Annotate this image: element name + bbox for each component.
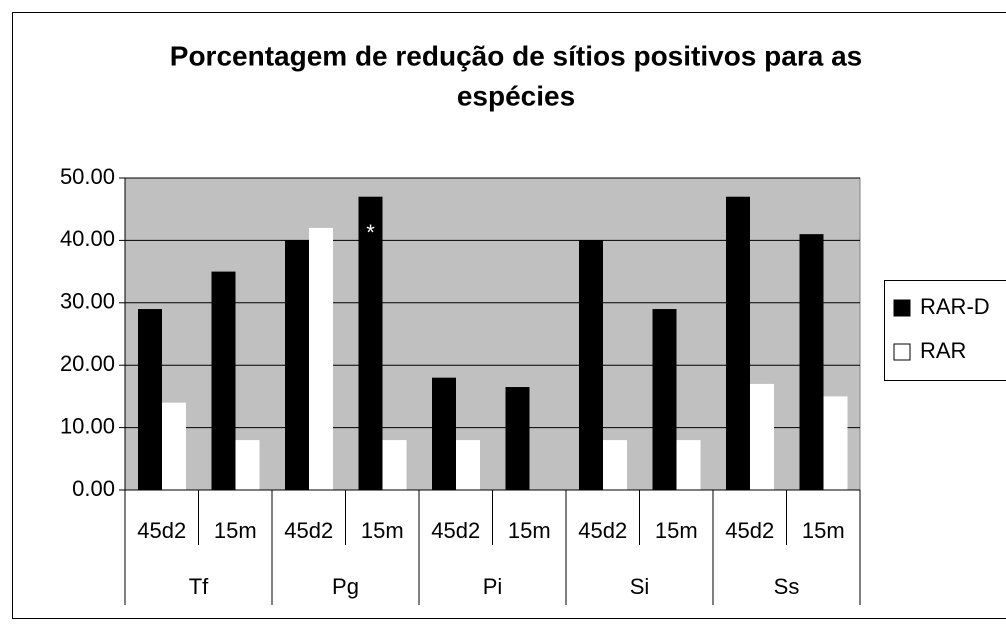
x-tick-label: 15m: [508, 518, 551, 543]
bar: [799, 234, 824, 490]
bar: [676, 440, 701, 490]
bar: [211, 271, 236, 490]
chart-title: Porcentagem de redução de sítios positiv…: [170, 40, 862, 71]
x-group-label: Pg: [332, 574, 359, 599]
bar: [579, 240, 603, 490]
legend-label: RAR-D: [920, 294, 990, 319]
legend-label: RAR: [920, 338, 966, 363]
x-group-label: Pi: [483, 574, 503, 599]
bar: [603, 440, 627, 490]
bar: [162, 402, 186, 490]
x-tick-label: 45d2: [284, 518, 333, 543]
y-tick-label: 50.00: [60, 164, 115, 189]
bar: [505, 387, 530, 490]
x-tick-label: 15m: [361, 518, 404, 543]
bar: [285, 240, 309, 490]
legend-swatch: [893, 343, 911, 361]
x-group-label: Ss: [774, 574, 800, 599]
x-tick-label: 45d2: [431, 518, 480, 543]
bar: [309, 227, 333, 491]
x-tick-label: 45d2: [578, 518, 627, 543]
bar: [823, 396, 848, 490]
bar: [726, 196, 750, 490]
bar: [382, 440, 407, 490]
legend: [884, 280, 1006, 381]
bar: [235, 440, 260, 490]
x-tick-label: 15m: [802, 518, 845, 543]
chart-title: espécies: [457, 80, 575, 111]
bar: [652, 309, 677, 490]
bar: [358, 196, 383, 490]
y-tick-label: 0.00: [72, 476, 115, 501]
x-tick-label: 15m: [214, 518, 257, 543]
annotation: *: [366, 220, 375, 245]
y-tick-label: 30.00: [60, 289, 115, 314]
x-tick-label: 15m: [655, 518, 698, 543]
x-group-label: Tf: [189, 574, 209, 599]
bar: [750, 383, 774, 490]
x-tick-label: 45d2: [137, 518, 186, 543]
bar: [432, 377, 456, 490]
y-tick-label: 10.00: [60, 413, 115, 438]
bar: [456, 440, 480, 490]
x-tick-label: 45d2: [725, 518, 774, 543]
y-tick-label: 40.00: [60, 226, 115, 251]
bar: [138, 309, 162, 490]
legend-swatch: [893, 299, 911, 317]
x-group-label: Si: [630, 574, 650, 599]
y-tick-label: 20.00: [60, 351, 115, 376]
